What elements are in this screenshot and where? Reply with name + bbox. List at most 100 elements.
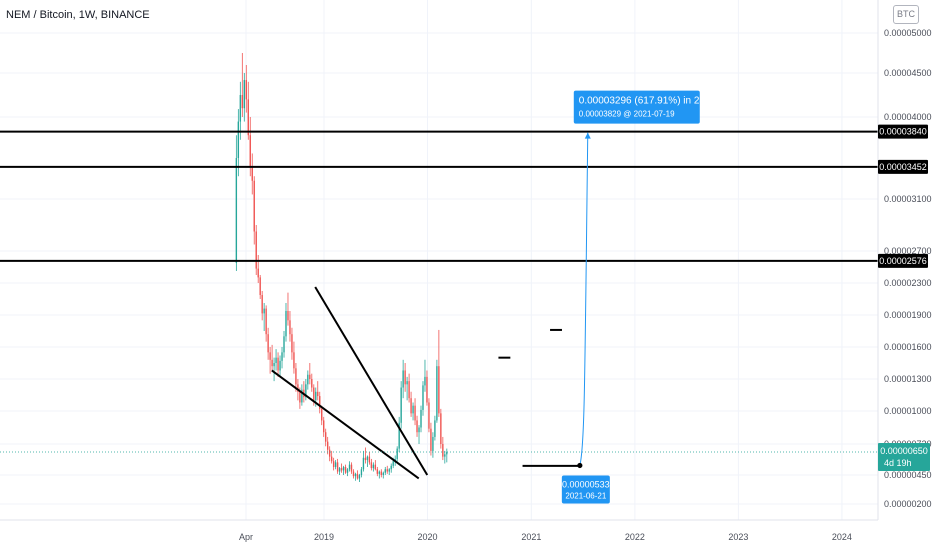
candle-body bbox=[370, 462, 373, 469]
level-price-label: 0.00002576 bbox=[879, 256, 927, 266]
candle-body bbox=[346, 469, 349, 473]
candle-body bbox=[330, 456, 333, 462]
overlay-labels: 0.00003840 0.00003452 0.00002576 0.00000650… bbox=[561, 90, 930, 504]
candle-body bbox=[348, 464, 351, 470]
candle-body bbox=[396, 448, 398, 459]
candle-body bbox=[384, 469, 386, 473]
candle-body bbox=[315, 391, 317, 401]
x-tick-label: 2023 bbox=[728, 532, 748, 542]
y-tick-label: 0.00004000 bbox=[884, 112, 932, 122]
candle-body bbox=[237, 121, 240, 158]
projection-summary-box bbox=[573, 90, 700, 124]
candle-body bbox=[342, 466, 345, 471]
price-axis[interactable]: 0.000002000.000004500.000007200.00001000… bbox=[884, 28, 932, 509]
candle-body bbox=[420, 409, 422, 428]
candle-body bbox=[319, 396, 321, 409]
candle-body bbox=[269, 352, 271, 360]
candle-body bbox=[307, 374, 309, 385]
x-tick-label: 2022 bbox=[625, 532, 645, 542]
candle-body bbox=[386, 469, 388, 472]
projection-start-date: 2021-06-21 bbox=[565, 491, 606, 500]
candle-body bbox=[283, 336, 285, 353]
y-tick-label: 0.00003100 bbox=[884, 194, 932, 204]
candle-body bbox=[360, 469, 363, 475]
candle-body bbox=[263, 308, 265, 314]
candle-body bbox=[434, 420, 436, 437]
candle-body bbox=[279, 360, 281, 371]
candle-body bbox=[243, 80, 245, 109]
candle-body bbox=[309, 374, 311, 379]
y-tick-label: 0.00001900 bbox=[884, 310, 932, 320]
projection-arrowhead bbox=[584, 132, 591, 139]
x-tick-label: 2024 bbox=[832, 532, 852, 542]
candle-body bbox=[326, 441, 329, 450]
y-tick-label: 0.00001600 bbox=[884, 342, 932, 352]
candle-body bbox=[378, 471, 381, 474]
trendline bbox=[271, 369, 420, 480]
time-axis[interactable]: Apr 2019 2020 2021 2022 2023 2024 bbox=[239, 532, 852, 542]
y-tick-label: 0.00002300 bbox=[884, 278, 932, 288]
candle-body bbox=[249, 135, 251, 168]
candle-body bbox=[273, 363, 275, 367]
trendline bbox=[314, 286, 429, 476]
candle-body bbox=[251, 167, 253, 181]
candle-body bbox=[410, 398, 412, 414]
candle-body bbox=[325, 432, 327, 442]
candle-body bbox=[344, 466, 347, 473]
current-price-countdown: 4d 19h bbox=[884, 458, 912, 468]
y-tick-label: 0.00000200 bbox=[884, 499, 932, 509]
candle-body bbox=[408, 381, 410, 399]
candle-body bbox=[376, 469, 379, 474]
current-price-label: 0.00000650 bbox=[880, 446, 928, 456]
candle-body bbox=[281, 352, 283, 361]
candle-body bbox=[334, 462, 337, 467]
candle-body bbox=[356, 473, 359, 479]
candle-body bbox=[372, 464, 375, 469]
currency-button[interactable]: BTC bbox=[893, 5, 919, 24]
projection-start-point bbox=[577, 462, 583, 469]
projection-start-box bbox=[561, 475, 610, 504]
candle-body bbox=[289, 320, 291, 335]
y-tick-label: 0.00002700 bbox=[884, 246, 932, 256]
candle-body bbox=[444, 454, 446, 457]
candle-body bbox=[374, 464, 377, 470]
candle-body bbox=[418, 427, 420, 433]
projection-curve bbox=[579, 132, 589, 466]
candle-body bbox=[275, 357, 277, 363]
candle-body bbox=[261, 295, 263, 314]
candle-body bbox=[432, 436, 434, 451]
candle-body bbox=[265, 308, 267, 335]
candle-body bbox=[416, 420, 418, 433]
candle-body bbox=[412, 405, 414, 414]
candle-body bbox=[239, 95, 242, 122]
candle-body bbox=[440, 413, 442, 444]
level-price-tag bbox=[878, 159, 928, 174]
candle-body bbox=[422, 385, 424, 410]
candle-body bbox=[332, 461, 335, 467]
candle-body bbox=[305, 384, 307, 398]
candle-body bbox=[352, 471, 355, 477]
candle-body bbox=[390, 465, 392, 470]
x-tick-label: 2021 bbox=[521, 532, 541, 542]
candle-body bbox=[299, 391, 301, 403]
candles bbox=[235, 53, 448, 482]
candle-body bbox=[382, 472, 384, 475]
candle-body bbox=[235, 158, 238, 263]
candle-body bbox=[398, 422, 400, 449]
candle-body bbox=[366, 456, 369, 461]
candle-body bbox=[271, 359, 273, 367]
candle-body bbox=[301, 389, 303, 403]
projection-detail-text: 0.00003829 @ 2021-07-19 bbox=[579, 110, 675, 119]
x-tick-label: 2020 bbox=[418, 532, 438, 542]
candle-body bbox=[338, 468, 341, 472]
candle-body bbox=[293, 352, 295, 369]
candle-body bbox=[259, 277, 261, 295]
projection-start-price: 0.00000533 bbox=[562, 479, 610, 489]
candle-body bbox=[291, 334, 293, 353]
candle-body bbox=[414, 405, 416, 421]
candle-body bbox=[253, 180, 255, 232]
chart-title: NEM / Bitcoin, 1W, BINANCE bbox=[6, 9, 150, 21]
y-tick-label: 0.00001000 bbox=[884, 406, 932, 416]
candle-body bbox=[426, 376, 428, 403]
